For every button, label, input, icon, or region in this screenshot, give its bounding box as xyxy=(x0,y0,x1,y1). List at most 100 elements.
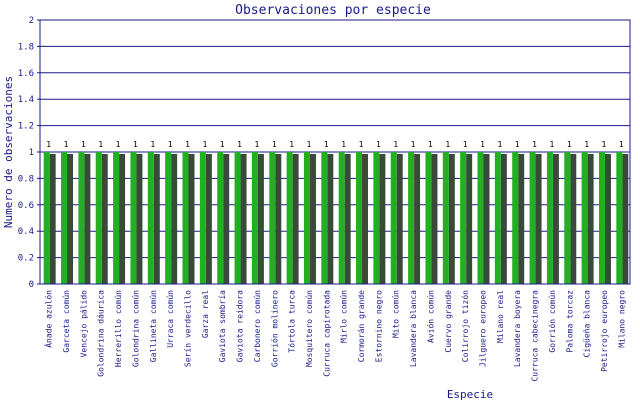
y-tick-label: 1.6 xyxy=(18,69,34,79)
plot-frame xyxy=(39,19,631,285)
data-label: 1 xyxy=(463,140,468,149)
bar-shadow xyxy=(309,153,316,284)
bar xyxy=(373,152,380,284)
bar xyxy=(442,152,449,284)
bar xyxy=(529,152,536,284)
bar xyxy=(165,152,172,284)
data-label: 1 xyxy=(549,140,554,149)
x-tick-label: Curruca cabecinegra xyxy=(531,290,540,382)
y-tick-label: 1.2 xyxy=(18,122,34,132)
labels: 0 0.2 0.4 0.6 0.8 1 1.2 1.4 1.6 1.8 2 1 Ánade azulón… xyxy=(18,16,627,382)
data-label: 1 xyxy=(254,140,259,149)
bar-shadow xyxy=(604,153,611,284)
data-label: 1 xyxy=(584,140,589,149)
bar-shadow xyxy=(518,153,525,284)
bar xyxy=(425,152,432,284)
data-label: 1 xyxy=(46,140,51,149)
bar xyxy=(616,152,623,284)
bar-shadow xyxy=(292,153,299,284)
bar xyxy=(338,152,345,284)
bar-shadow xyxy=(587,153,594,284)
bar-shadow xyxy=(483,153,490,284)
bar xyxy=(512,152,519,284)
bar-shadow xyxy=(275,153,282,284)
bar-shadow xyxy=(344,153,351,284)
x-tick-label: Serín verdecillo xyxy=(184,290,193,367)
data-label: 1 xyxy=(480,140,485,149)
x-tick-label: Petirrojo europeo xyxy=(600,290,609,372)
bar-shadow xyxy=(205,153,212,284)
bar-shadow xyxy=(431,153,438,284)
x-tick-label: Mito común xyxy=(392,290,401,338)
y-tick-label: 1.8 xyxy=(18,42,34,52)
x-tick-label: Tórtola turca xyxy=(287,290,297,353)
bar xyxy=(408,152,415,284)
data-label: 1 xyxy=(497,140,502,149)
bar xyxy=(217,152,224,284)
data-label: 1 xyxy=(237,140,242,149)
bar-shadow xyxy=(570,153,577,284)
bar xyxy=(286,152,293,284)
x-tick-label: Milano real xyxy=(496,290,505,343)
bar xyxy=(95,152,102,284)
x-tick-label: Gallineta común xyxy=(149,290,158,362)
x-tick-label: Curruca capirotada xyxy=(322,290,331,377)
bar-shadow xyxy=(49,153,56,284)
bar-shadow xyxy=(67,153,74,284)
data-label: 1 xyxy=(359,140,364,149)
bar-shadow xyxy=(119,153,126,284)
data-label: 1 xyxy=(168,140,173,149)
x-tick-label: Carbonero común xyxy=(253,290,262,362)
x-axis-label: Especie xyxy=(447,388,493,400)
bar-shadow xyxy=(448,153,455,284)
data-label: 1 xyxy=(619,140,624,149)
bar xyxy=(61,152,68,284)
bar-shadow xyxy=(362,153,369,284)
bar xyxy=(356,152,363,284)
x-tick-label: Paloma torcaz xyxy=(565,290,574,353)
data-label: 1 xyxy=(64,140,69,149)
x-tick-label: Colirrojo tizón xyxy=(460,290,470,362)
bar-shadow xyxy=(327,153,334,284)
bar-shadow xyxy=(188,153,195,284)
bar xyxy=(182,152,189,284)
bar xyxy=(251,152,258,284)
bar-shadow xyxy=(552,153,559,284)
data-label: 1 xyxy=(116,140,121,149)
bar xyxy=(303,152,310,284)
bar-shadow xyxy=(414,153,421,284)
bar-shadow xyxy=(396,153,403,284)
x-tick-label: Mosquitero común xyxy=(305,290,314,367)
bar xyxy=(269,152,276,284)
data-label: 1 xyxy=(133,140,138,149)
bar-shadow xyxy=(466,153,473,284)
data-label: 1 xyxy=(202,140,207,149)
bar xyxy=(390,152,397,284)
x-tick-label: Cuervo grande xyxy=(444,290,453,353)
x-tick-label: Urraca común xyxy=(166,290,175,348)
x-tick-label: Mirlo común xyxy=(340,290,349,343)
bar-shadow xyxy=(622,153,629,284)
data-label: 1 xyxy=(150,140,155,149)
data-label: 1 xyxy=(393,140,398,149)
bar xyxy=(581,152,588,284)
x-tick-label: Cigüeña blanca xyxy=(583,290,592,358)
bar-shadow xyxy=(136,153,143,284)
bar-shadow xyxy=(101,153,108,284)
data-label: 1 xyxy=(272,140,277,149)
bar-shadow xyxy=(535,153,542,284)
x-tick-label: Gaviota reidora xyxy=(236,290,245,362)
data-label: 1 xyxy=(341,140,346,149)
x-tick-label: Vencejo pálido xyxy=(79,290,88,358)
bar xyxy=(234,152,241,284)
x-tick-label: Golondrina común xyxy=(131,290,140,367)
bar xyxy=(321,152,328,284)
bar-shadow xyxy=(500,153,507,284)
x-tick-label: Cormorán grande xyxy=(357,290,366,362)
x-tick-label: Gaviota sombría xyxy=(218,290,227,362)
x-tick-label: Gorrión común xyxy=(547,290,557,353)
bars xyxy=(43,152,629,284)
data-label: 1 xyxy=(185,140,190,149)
bar xyxy=(147,152,154,284)
data-label: 1 xyxy=(428,140,433,149)
